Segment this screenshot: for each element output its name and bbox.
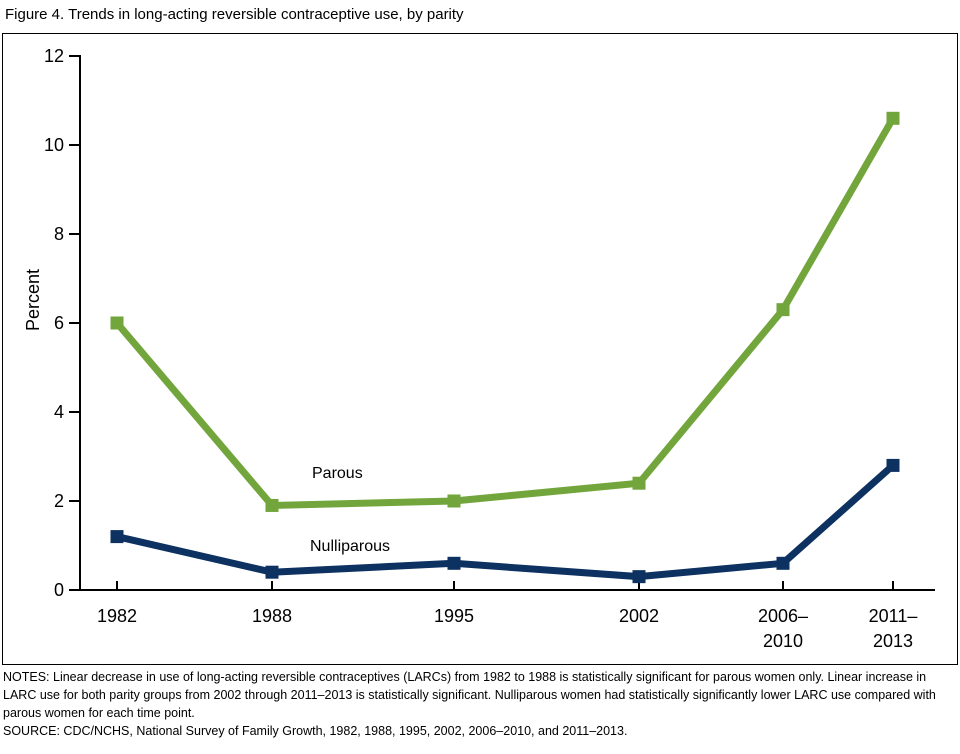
x-tick-label: 2010 — [763, 631, 803, 651]
nulliparous-label: Nulliparous — [310, 538, 390, 555]
parous-marker — [776, 303, 790, 317]
x-tick-label: 2006– — [758, 606, 808, 626]
x-tick-label: 2002 — [619, 606, 659, 626]
line-chart: 0 2 4 6 8 10 12 Percent 1982 1988 1995 2002 2006– 201… — [23, 46, 935, 651]
x-tick-label: 1988 — [252, 606, 292, 626]
x-tick-label: 2011– — [869, 606, 918, 626]
y-tick-label: 2 — [54, 491, 64, 511]
source-text: SOURCE: CDC/NCHS, National Survey of Fam… — [3, 724, 628, 738]
y-tick-label: 6 — [54, 313, 64, 333]
y-tick-label: 12 — [44, 46, 64, 66]
y-axis-title: Percent — [23, 269, 43, 331]
figure-title: Figure 4. Trends in long-acting reversib… — [5, 6, 464, 23]
y-tick-label: 10 — [44, 135, 64, 155]
parous-label: Parous — [312, 465, 363, 482]
y-tick-label: 0 — [54, 580, 64, 600]
nulliparous-marker — [886, 458, 900, 472]
parous-marker — [110, 316, 124, 330]
parous-marker — [886, 111, 900, 125]
y-tick-label: 4 — [54, 402, 64, 422]
x-tick-label: 2013 — [873, 631, 913, 651]
nulliparous-marker — [110, 530, 124, 544]
nulliparous-marker — [265, 565, 279, 579]
parous-marker — [447, 494, 461, 508]
nulliparous-marker — [447, 556, 461, 570]
notes-text: NOTES: Linear decrease in use of long-ac… — [3, 670, 936, 720]
chart-container: 0 2 4 6 8 10 12 Percent 1982 1988 1995 2002 2006– 201… — [2, 33, 958, 665]
nulliparous-marker — [632, 570, 646, 584]
nulliparous-line — [116, 462, 896, 581]
parous-marker — [632, 476, 646, 490]
y-tick-label: 8 — [54, 224, 64, 244]
x-tick-label: 1982 — [97, 606, 137, 626]
parous-line — [114, 116, 897, 509]
figure-footer: NOTES: Linear decrease in use of long-ac… — [3, 668, 953, 740]
parous-marker — [265, 498, 279, 512]
nulliparous-marker — [776, 556, 790, 570]
x-tick-label: 1995 — [434, 606, 474, 626]
